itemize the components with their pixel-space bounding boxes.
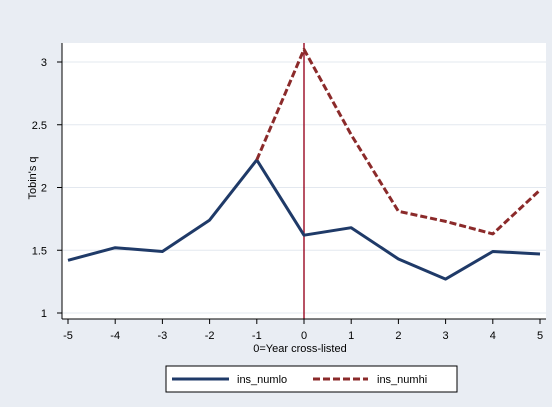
- y-tick-label: 3: [41, 57, 47, 69]
- x-tick-label: 0: [301, 330, 307, 342]
- y-axis-title: Tobin's q: [27, 156, 39, 199]
- x-tick-label: 5: [537, 330, 543, 342]
- legend-label-ins-numhi: ins_numhi: [377, 374, 427, 386]
- x-tick-label: -5: [63, 330, 73, 342]
- x-tick-label: 4: [490, 330, 496, 342]
- legend-label-ins-numlo: ins_numlo: [237, 374, 287, 386]
- y-tick-label: 1.5: [32, 245, 47, 257]
- series-line-ins-numlo: [67, 158, 541, 281]
- y-tick-labels: 1 1.5 2 2.5 3: [32, 57, 47, 320]
- x-tick-labels: -5 -4 -3 -2 -1 0 1 2 3 4 5: [63, 330, 543, 342]
- x-tick-label: -4: [110, 330, 120, 342]
- legend: ins_numlo ins_numhi: [165, 365, 458, 393]
- y-tick-label: 1: [41, 308, 47, 320]
- series-layer: [67, 47, 542, 281]
- x-tick-label: -1: [252, 330, 262, 342]
- x-axis-title: 0=Year cross-listed: [253, 343, 346, 355]
- x-tick-label: 1: [348, 330, 354, 342]
- x-tick-label: 3: [443, 330, 449, 342]
- x-tick-label: -3: [158, 330, 168, 342]
- y-tick-label: 2: [41, 183, 47, 195]
- x-tick-label: -2: [205, 330, 215, 342]
- axes: [57, 43, 546, 324]
- y-tick-label: 2.5: [32, 120, 47, 132]
- series-line-ins-numhi: [255, 47, 542, 236]
- x-tick-label: 2: [395, 330, 401, 342]
